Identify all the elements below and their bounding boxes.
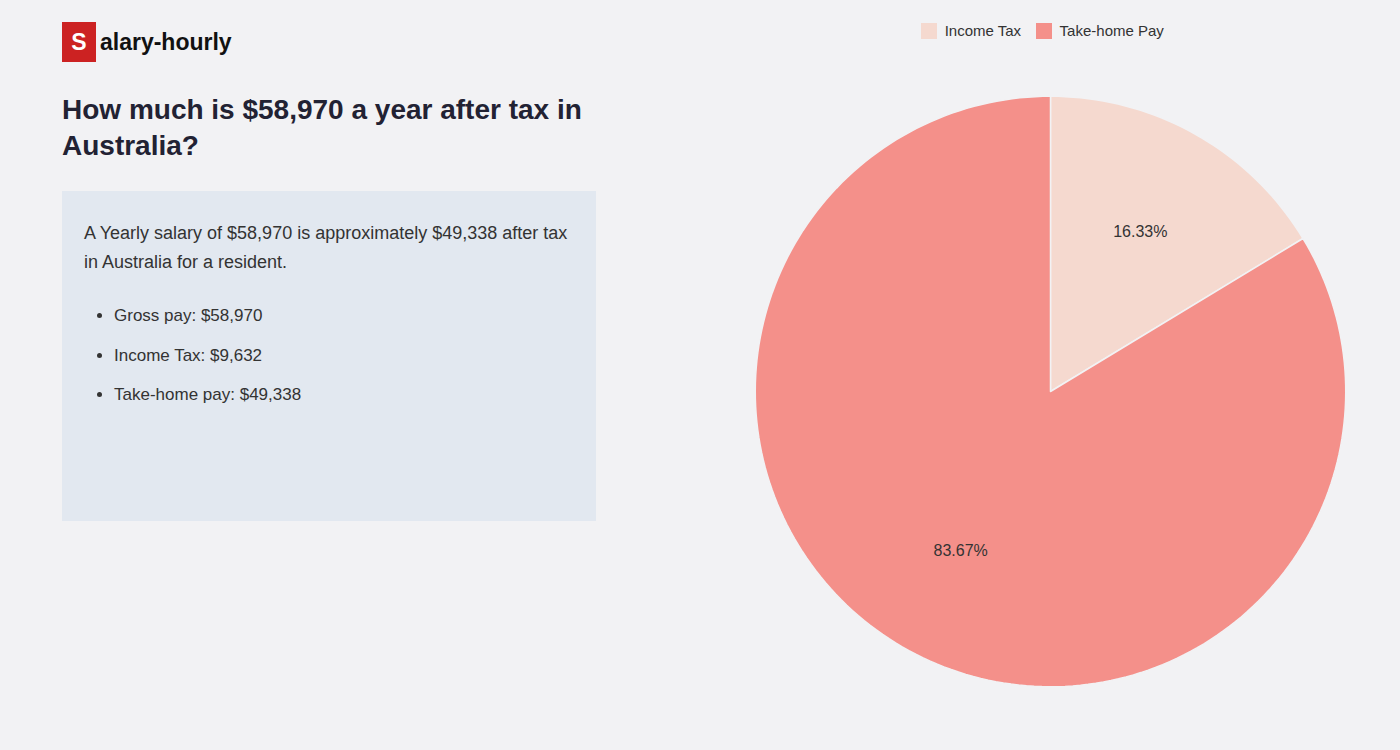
svg-text:83.67%: 83.67% <box>934 542 988 559</box>
html-text:How much is $58,970 a year aft: How much is $58,970 a year after tax in … <box>62 94 582 162</box>
html-text:S: S <box>71 29 87 55</box>
html-text:alary-hourly: alary-hourly <box>100 28 232 55</box>
svg-text:16.33%: 16.33% <box>1113 223 1167 240</box>
html-text:Income Tax: Income Tax <box>944 22 1022 39</box>
html-text:Take-home pay: $49,338: Take-home pay: $49,338 <box>114 384 302 404</box>
html-text:A Yearly salary of $58,970 is: A Yearly salary of $58,970 is approximat… <box>84 222 568 272</box>
html-text:Income Tax: $9,632: Income Tax: $9,632 <box>114 345 263 365</box>
html-text:Take-home Pay: Take-home Pay <box>1059 22 1164 39</box>
html-text:Gross pay: $58,970: Gross pay: $58,970 <box>114 306 263 326</box>
